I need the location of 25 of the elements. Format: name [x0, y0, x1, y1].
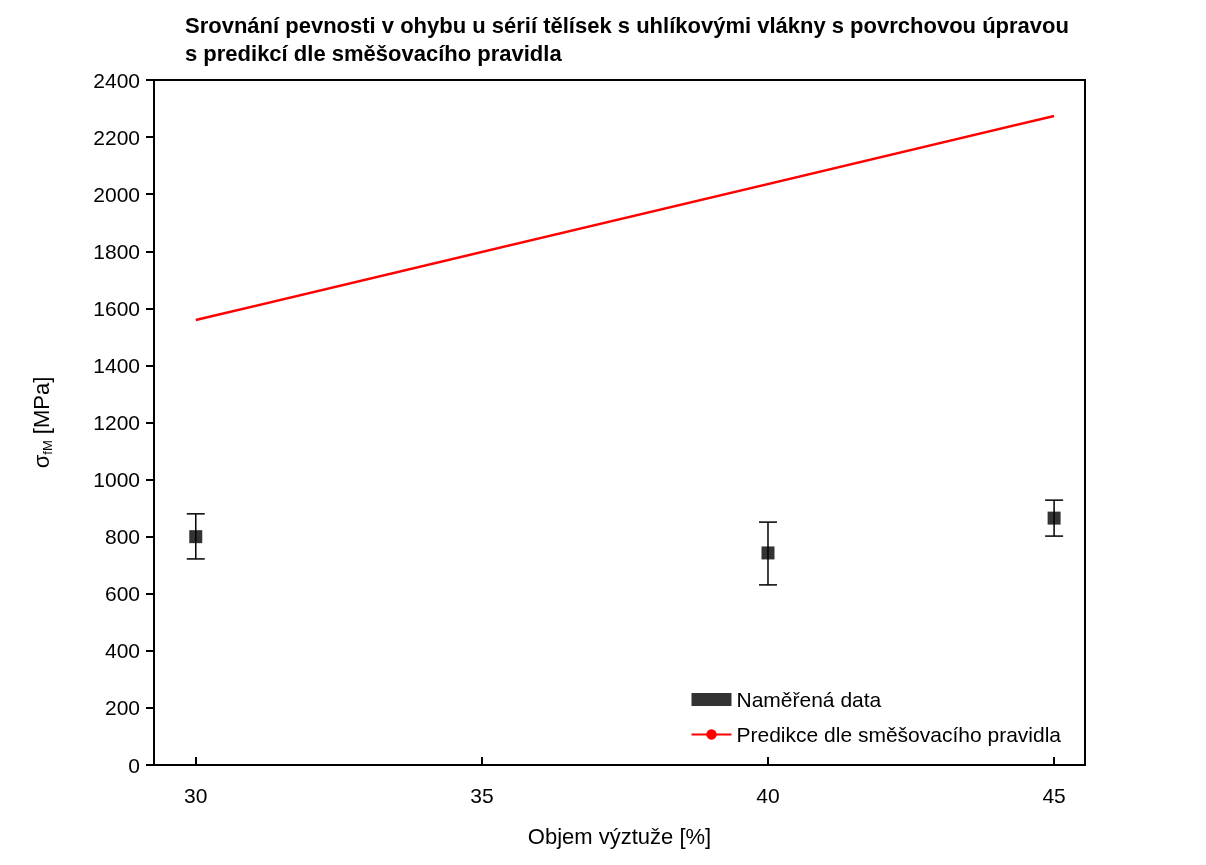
x-tick-label: 45 [1042, 784, 1066, 807]
y-tick-label: 1400 [93, 353, 140, 377]
y-tick-label: 2000 [93, 182, 140, 206]
x-tick-label: 35 [470, 784, 494, 807]
y-tick-label: 200 [104, 696, 140, 720]
y-tick-label: 1800 [93, 239, 140, 263]
y-axis-title: σfM [MPa] [29, 376, 55, 469]
point [761, 546, 775, 560]
y-tick-label: 0 [128, 753, 140, 777]
y-tick-label: 800 [104, 525, 140, 549]
legend-label: Naměřená data [736, 688, 882, 711]
point [1047, 511, 1061, 525]
legend-label: Predikce dle směšovacího pravidla [736, 723, 1062, 746]
x-tick-label: 40 [756, 784, 780, 807]
point [189, 530, 203, 544]
chart-title: Srovnání pevnosti v ohybu u sérií tělísek s uhlíkovými vlákny s povrchovou úpravou s predikcí dle směšovacího pravidla [185, 12, 1076, 66]
x-axis-title: Objem výztuže [%] [527, 823, 712, 849]
y-tick-label: 2400 [93, 68, 140, 92]
y-tick-label: 1000 [93, 468, 140, 492]
x-tick-label: 30 [184, 784, 208, 807]
y-tick-label: 400 [104, 639, 140, 663]
y-tick-label: 2200 [93, 125, 140, 149]
y-tick-label: 1200 [93, 411, 140, 434]
y-tick-label: 1600 [93, 296, 140, 320]
y-tick-label: 600 [104, 582, 140, 606]
